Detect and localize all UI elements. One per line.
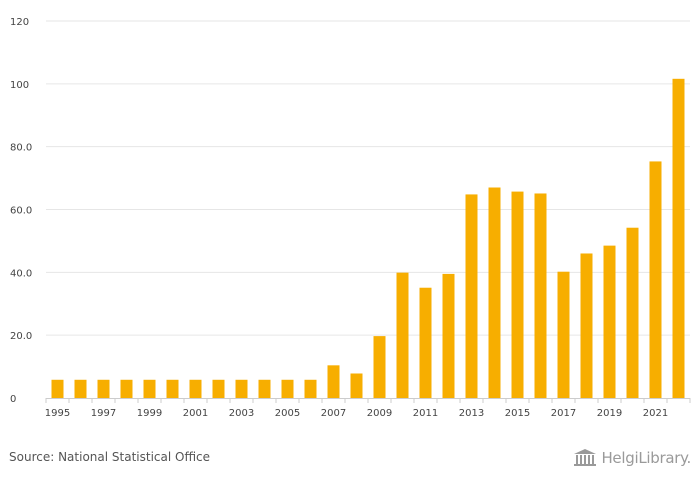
bar-2015[interactable]	[511, 191, 524, 398]
y-tick-label: 40.0	[10, 268, 32, 279]
bar-2009[interactable]	[373, 336, 386, 398]
y-tick-label: 100	[10, 80, 29, 91]
x-tick-label: 2019	[597, 408, 622, 419]
bar-2022[interactable]	[672, 78, 685, 398]
x-tick-label: 2015	[505, 408, 530, 419]
bar-2016[interactable]	[534, 193, 547, 398]
x-tick-label: 2001	[183, 408, 208, 419]
bar-2017[interactable]	[557, 271, 570, 398]
x-tick-label: 1999	[137, 408, 162, 419]
y-tick-label: 60.0	[10, 206, 32, 217]
bar-2005[interactable]	[281, 379, 294, 398]
y-tick-labels: 0 20.0 40.0 60.0 80.0 100 120	[10, 17, 32, 405]
chart-footer: Source: National Statistical Office Helg…	[0, 440, 700, 483]
bar-2000[interactable]	[166, 379, 179, 398]
x-tick-label: 2013	[459, 408, 484, 419]
x-tick-label: 2005	[275, 408, 300, 419]
bar-2014[interactable]	[488, 187, 501, 398]
x-tick-label: 1995	[45, 408, 70, 419]
x-tick-label: 2021	[643, 408, 668, 419]
source-note: Source: National Statistical Office	[9, 450, 211, 464]
bar-2001[interactable]	[189, 379, 202, 398]
bar-2010[interactable]	[396, 272, 409, 398]
x-tick-label: 2009	[367, 408, 392, 419]
library-building-icon	[574, 449, 597, 466]
x-tick-label: 1997	[91, 408, 116, 419]
bar-2002[interactable]	[212, 379, 225, 398]
bars	[51, 78, 685, 398]
bar-1997[interactable]	[97, 379, 110, 398]
bar-2012[interactable]	[442, 273, 455, 398]
x-axis	[45, 398, 691, 403]
x-tick-label: 2017	[551, 408, 576, 419]
x-tick-labels: 1995 1997 1999 2001 2003 2005 2007 2009 2011 2013…	[45, 408, 668, 419]
x-tick-label: 2011	[413, 408, 438, 419]
bar-2003[interactable]	[235, 379, 248, 398]
bar-1998[interactable]	[120, 379, 133, 398]
bar-1999[interactable]	[143, 379, 156, 398]
bar-1996[interactable]	[74, 379, 87, 398]
bar-2018[interactable]	[580, 253, 593, 398]
y-tick-label: 80.0	[10, 143, 32, 154]
bar-2006[interactable]	[304, 379, 317, 398]
bar-2019[interactable]	[603, 245, 616, 398]
bar-2008[interactable]	[350, 373, 363, 398]
bar-2021[interactable]	[649, 161, 662, 398]
bar-2020[interactable]	[626, 227, 639, 398]
x-tick-label: 2003	[229, 408, 254, 419]
gridlines	[46, 20, 690, 336]
x-tick-label: 2007	[321, 408, 346, 419]
y-tick-label: 120	[10, 17, 29, 28]
bar-2004[interactable]	[258, 379, 271, 398]
bar-2007[interactable]	[327, 365, 340, 398]
helgi-library-logo[interactable]: HelgiLibrary.	[573, 447, 691, 469]
bar-2013[interactable]	[465, 194, 478, 398]
y-tick-label: 20.0	[10, 331, 32, 342]
bar-1995[interactable]	[51, 379, 64, 398]
bar-chart: 0 20.0 40.0 60.0 80.0 100 120 1995 1997 1999 2001…	[10, 17, 691, 419]
bar-2011[interactable]	[419, 287, 432, 398]
y-tick-label: 0	[10, 394, 16, 405]
logo-text: HelgiLibrary.	[601, 449, 691, 467]
